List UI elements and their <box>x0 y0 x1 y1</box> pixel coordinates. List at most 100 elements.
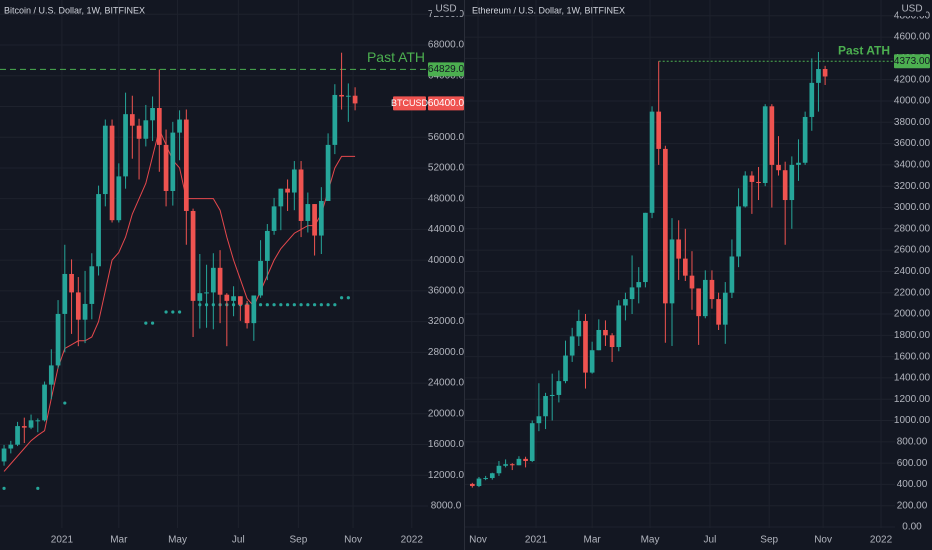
ath-label: 64829.0 <box>428 64 465 75</box>
candle-body <box>48 365 54 385</box>
overlay-dot <box>292 303 296 307</box>
candle-body <box>258 260 263 296</box>
y-tick-label: 600.00 <box>897 458 928 469</box>
overlay-dot <box>2 486 6 490</box>
candle-body <box>742 175 748 207</box>
candle-body <box>177 119 182 133</box>
candle-body <box>102 125 108 195</box>
y-tick-label: 20000.0 <box>428 408 465 419</box>
candle-body <box>170 132 176 191</box>
plot <box>465 0 895 528</box>
candle-body <box>816 69 821 83</box>
candle-body <box>636 282 642 288</box>
candle-body <box>596 329 602 351</box>
candle-body <box>298 169 304 221</box>
overlay-dot <box>326 303 330 307</box>
x-tick-label: 2022 <box>401 535 424 546</box>
candle-body <box>42 384 47 421</box>
y-tick-label: 2600.00 <box>894 245 931 256</box>
y-tick-label: 1800.00 <box>894 330 931 341</box>
candle-body <box>183 119 189 211</box>
candle-body <box>312 204 317 236</box>
candle-body <box>643 212 648 283</box>
annotation: Past ATH <box>367 49 425 65</box>
y-tick-label: 24000.0 <box>428 378 465 389</box>
candle-body <box>237 296 243 305</box>
candle-body <box>69 273 74 293</box>
unit-box <box>898 2 926 16</box>
candle-body <box>716 299 721 325</box>
y-tick-label: 32000.0 <box>428 316 465 327</box>
y-tick-label: 40000.0 <box>428 255 465 266</box>
plot <box>0 0 428 528</box>
candle-body <box>136 125 142 139</box>
overlay-dot <box>299 303 303 307</box>
overlay-dot <box>177 310 182 314</box>
candle-body <box>809 82 815 117</box>
candle-body <box>789 164 795 201</box>
candle-body <box>576 320 582 337</box>
annotation: Past ATH <box>838 43 890 57</box>
overlay-dot <box>265 303 269 307</box>
y-tick-label: 4000.00 <box>894 96 931 107</box>
y-tick-label: 0.00 <box>902 522 922 533</box>
candle-body <box>503 464 508 466</box>
candle-body <box>89 266 95 304</box>
candle-body <box>82 303 88 320</box>
candle-body <box>682 258 688 276</box>
candle-body <box>656 111 662 149</box>
chart-title: Bitcoin / U.S. Dollar, 1W, BITFINEX <box>4 5 145 15</box>
candle-body <box>204 292 209 294</box>
y-tick-label: 8000.0 <box>431 501 462 512</box>
candle-body <box>8 444 14 449</box>
candle-body <box>776 164 781 171</box>
candle-body <box>469 483 475 487</box>
candle-body <box>749 175 755 182</box>
candle-body <box>589 350 595 373</box>
y-tick-label: 3400.00 <box>894 160 931 171</box>
candle-body <box>116 176 122 221</box>
candle-body <box>251 295 257 324</box>
price-label-box <box>428 96 464 111</box>
y-tick-label: 1600.00 <box>894 351 931 362</box>
ath-label-box <box>428 62 464 77</box>
candle-body <box>291 169 297 193</box>
y-tick-label: 1400.00 <box>894 373 931 384</box>
y-tick-label: 3600.00 <box>894 138 931 149</box>
x-tick-label: Sep <box>760 535 778 546</box>
y-tick-label: 1200.00 <box>894 394 931 405</box>
y-tick-label: 2000.00 <box>894 309 931 320</box>
y-tick-label: 2800.00 <box>894 223 931 234</box>
ath-label: 4373.00 <box>894 56 931 67</box>
x-tick-label: Mar <box>110 535 128 546</box>
candle-body <box>190 210 196 301</box>
candle-body <box>802 116 808 163</box>
candle-body <box>129 114 135 126</box>
candle-body <box>609 335 615 348</box>
candle-body <box>55 313 61 366</box>
candle-body <box>549 394 555 397</box>
unit-box <box>432 2 460 16</box>
y-tick-label: 16000.0 <box>428 439 465 450</box>
candle-body <box>696 288 701 317</box>
x-tick-label: Nov <box>344 535 362 546</box>
overlay-line <box>3 127 356 472</box>
x-tick-label: Nov <box>469 535 487 546</box>
candle-body <box>123 114 128 177</box>
ath-label-box <box>894 54 930 69</box>
candle-body <box>339 94 344 97</box>
candle-body <box>28 420 34 428</box>
overlay-dot <box>333 303 337 307</box>
y-tick-label: 4600.00 <box>894 32 931 43</box>
candle-body <box>663 148 668 304</box>
candle-body <box>496 465 502 474</box>
candle-body <box>722 292 728 325</box>
overlay-dot <box>312 303 317 307</box>
overlay-dot <box>272 303 276 307</box>
y-tick-label: 3000.00 <box>894 202 931 213</box>
candle-body <box>603 329 608 336</box>
candle-body <box>109 125 115 221</box>
candle-body <box>529 423 535 462</box>
